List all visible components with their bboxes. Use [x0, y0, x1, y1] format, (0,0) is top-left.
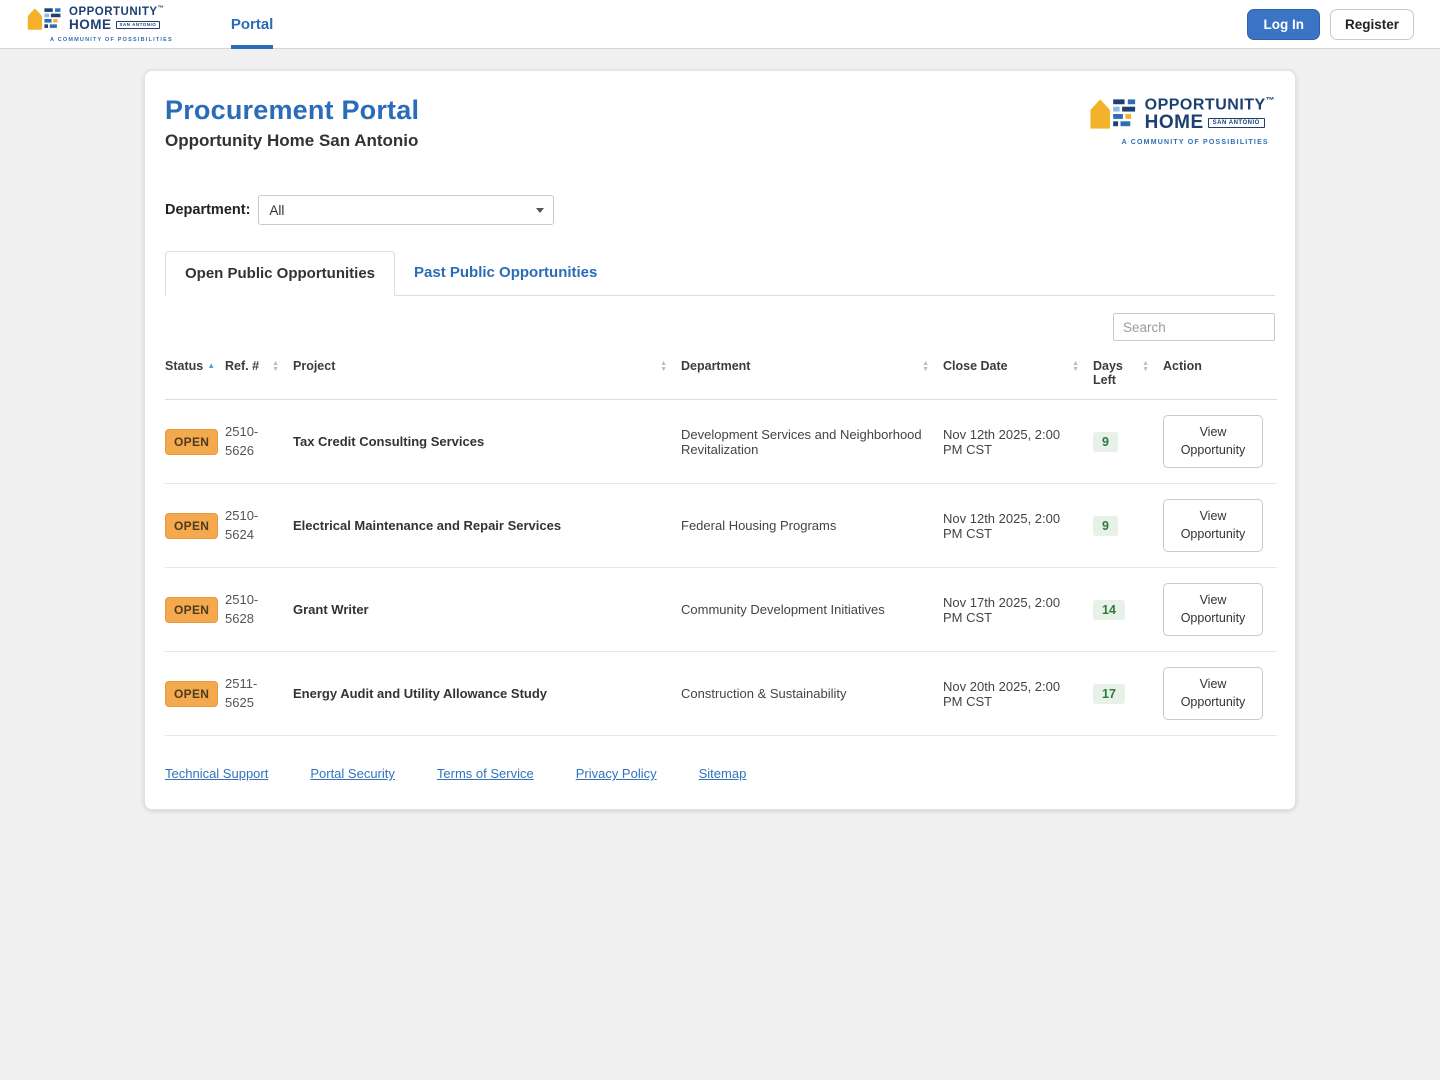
- view-opportunity-button[interactable]: View Opportunity: [1163, 499, 1263, 552]
- table-row: OPEN 2510-5624 Electrical Maintenance an…: [165, 483, 1277, 568]
- sort-icon: ▲ ▼: [1072, 360, 1079, 373]
- table-row: OPEN 2511-5625 Energy Audit and Utility …: [165, 651, 1277, 736]
- column-header-department[interactable]: Department ▲ ▼: [681, 351, 943, 400]
- login-button[interactable]: Log In: [1247, 8, 1320, 40]
- column-header-project[interactable]: Project ▲ ▼: [293, 351, 681, 400]
- column-header-action: Action: [1163, 351, 1277, 400]
- register-button[interactable]: Register: [1329, 8, 1414, 40]
- brand-logo[interactable]: OPPORTUNITY™ HOME SAN ANTONIO A COMMUNITY…: [26, 5, 173, 43]
- ref-number: 2510-5628: [225, 567, 293, 652]
- close-date: Nov 12th 2025, 2:00 PM CST: [943, 399, 1093, 484]
- link-technical-support[interactable]: Technical Support: [165, 766, 269, 781]
- brand-tagline: A COMMUNITY OF POSSIBILITIES: [1121, 139, 1269, 146]
- column-header-status[interactable]: Status ▲: [165, 351, 225, 400]
- brand-name-top: OPPORTUNITY™: [1144, 94, 1275, 114]
- footer-links: Technical Support Portal Security Terms …: [165, 766, 1275, 781]
- department-name: Federal Housing Programs: [681, 483, 943, 568]
- brand-name-top: OPPORTUNITY™: [69, 5, 165, 18]
- table-row: OPEN 2510-5626 Tax Credit Consulting Ser…: [165, 399, 1277, 484]
- department-select-wrapper: All: [258, 195, 555, 225]
- days-left-badge: 9: [1093, 515, 1118, 536]
- brand-tagline: A COMMUNITY OF POSSIBILITIES: [50, 37, 173, 43]
- close-date: Nov 17th 2025, 2:00 PM CST: [943, 567, 1093, 652]
- project-name: Electrical Maintenance and Repair Servic…: [293, 483, 681, 568]
- sort-ascending-icon: ▲: [207, 361, 216, 370]
- status-badge: OPEN: [165, 680, 219, 707]
- department-select[interactable]: All: [258, 195, 555, 225]
- ref-number: 2510-5626: [225, 399, 293, 484]
- project-name: Tax Credit Consulting Services: [293, 399, 681, 484]
- procurement-portal-card: Procurement Portal Opportunity Home San …: [144, 70, 1296, 810]
- days-left-badge: 9: [1093, 431, 1118, 452]
- search-input[interactable]: [1113, 313, 1275, 341]
- top-navbar: OPPORTUNITY™ HOME SAN ANTONIO A COMMUNITY…: [0, 0, 1440, 49]
- sort-icon: ▲ ▼: [922, 360, 929, 373]
- ref-number: 2510-5624: [225, 483, 293, 568]
- project-name: Grant Writer: [293, 567, 681, 652]
- project-name: Energy Audit and Utility Allowance Study: [293, 651, 681, 736]
- days-left-badge: 17: [1093, 683, 1125, 704]
- status-badge: OPEN: [165, 596, 219, 623]
- department-name: Development Services and Neighborhood Re…: [681, 399, 943, 484]
- brand-name-bottom: HOME SAN ANTONIO: [69, 18, 164, 32]
- department-name: Community Development Initiatives: [681, 567, 943, 652]
- page-title: Procurement Portal: [165, 95, 420, 125]
- view-opportunity-button[interactable]: View Opportunity: [1163, 667, 1263, 720]
- link-sitemap[interactable]: Sitemap: [698, 766, 747, 781]
- brand-city-badge: SAN ANTONIO: [115, 20, 161, 30]
- table-body: OPEN 2510-5626 Tax Credit Consulting Ser…: [165, 399, 1277, 736]
- link-privacy-policy[interactable]: Privacy Policy: [575, 766, 657, 781]
- tab-open-public-opportunities[interactable]: Open Public Opportunities: [165, 251, 396, 296]
- view-opportunity-button[interactable]: View Opportunity: [1163, 415, 1263, 468]
- close-date: Nov 12th 2025, 2:00 PM CST: [943, 483, 1093, 568]
- nav-item-portal[interactable]: Portal: [230, 0, 274, 49]
- sort-icon: ▲ ▼: [660, 360, 667, 373]
- tab-past-public-opportunities[interactable]: Past Public Opportunities: [414, 264, 598, 281]
- house-mosaic-icon: [27, 8, 61, 30]
- table-row: OPEN 2510-5628 Grant Writer Community De…: [165, 567, 1277, 652]
- department-filter-label: Department:: [165, 202, 251, 218]
- card-brand-logo: OPPORTUNITY™ HOME SAN ANTONIO A COMMUNITY…: [1088, 95, 1275, 146]
- status-badge: OPEN: [165, 512, 219, 539]
- close-date: Nov 20th 2025, 2:00 PM CST: [943, 651, 1093, 736]
- department-name: Construction & Sustainability: [681, 651, 943, 736]
- days-left-badge: 14: [1093, 599, 1125, 620]
- view-opportunity-button[interactable]: View Opportunity: [1163, 583, 1263, 636]
- status-badge: OPEN: [165, 428, 219, 455]
- link-terms-of-service[interactable]: Terms of Service: [436, 766, 534, 781]
- house-mosaic-icon: [1090, 99, 1135, 129]
- link-portal-security[interactable]: Portal Security: [310, 766, 395, 781]
- tab-bar: Open Public Opportunities Past Public Op…: [165, 251, 1275, 296]
- opportunities-table: Status ▲ Ref. # ▲ ▼ Project ▲ ▼ Department ▲ ▼ …: [165, 351, 1277, 736]
- column-header-close-date[interactable]: Close Date ▲ ▼: [943, 351, 1093, 400]
- brand-city-badge: SAN ANTONIO: [1207, 117, 1265, 128]
- sort-icon: ▲ ▼: [272, 360, 279, 373]
- ref-number: 2511-5625: [225, 651, 293, 736]
- brand-name-bottom: HOME SAN ANTONIO: [1145, 113, 1275, 132]
- page-subtitle: Opportunity Home San Antonio: [165, 131, 419, 150]
- column-header-ref[interactable]: Ref. # ▲ ▼: [225, 351, 293, 400]
- sort-icon: ▲ ▼: [1142, 360, 1149, 373]
- column-header-days-left[interactable]: Days Left ▲ ▼: [1093, 351, 1163, 400]
- active-tab-underline: [230, 44, 274, 49]
